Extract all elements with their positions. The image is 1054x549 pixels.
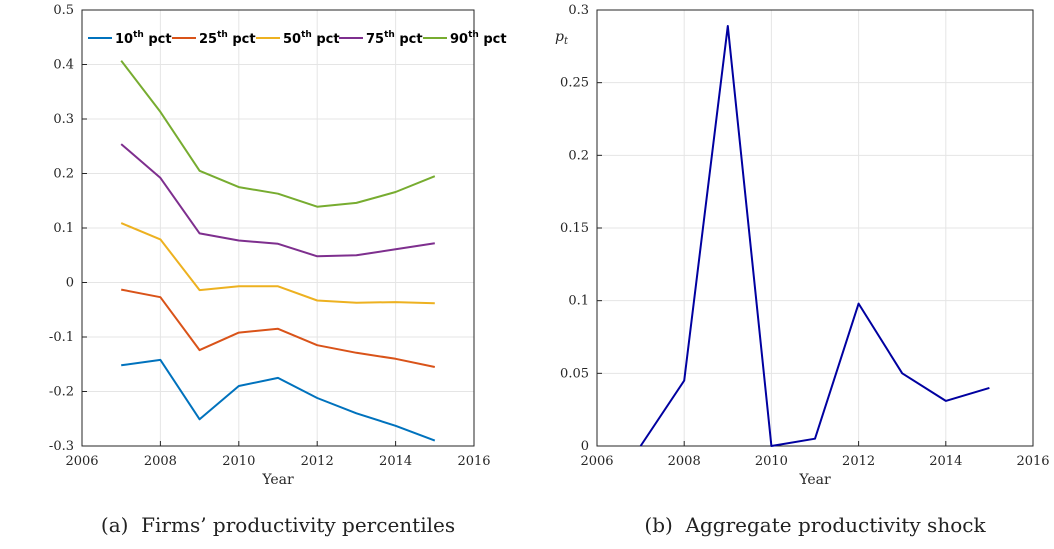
chart-a-caption: (a) Firms’ productivity percentiles: [101, 513, 455, 537]
x-tick-label: 2006: [580, 454, 613, 469]
y-tick-label: 0: [66, 276, 74, 291]
y-tick-label: 0.2: [53, 167, 74, 182]
chart-a-grid: [81, 9, 475, 447]
x-tick-label: 2012: [842, 454, 875, 469]
series-line-10th-pct: [121, 358, 436, 442]
x-tick-label: 2008: [668, 454, 701, 469]
legend-label: 25th pct: [199, 30, 256, 47]
chart-b-caption: (b) Aggregate productivity shock: [644, 513, 986, 537]
x-tick-label: 2016: [457, 454, 490, 469]
x-tick-label: 2014: [379, 454, 412, 469]
y-tick-label: 0: [581, 439, 589, 454]
legend-label: 90th pct: [450, 30, 507, 47]
y-tick-label: 0.1: [53, 221, 74, 236]
x-tick-label: 2016: [1016, 454, 1049, 469]
series-line-75th-pct: [120, 143, 435, 258]
y-tick-label: -0.1: [49, 330, 74, 345]
y-tick-label: 0.25: [560, 76, 589, 91]
legend-label: 10th pct: [115, 30, 172, 47]
y-tick-label: 0.05: [560, 366, 589, 381]
chart-b-grid: [596, 9, 1034, 447]
x-tick-label: 2010: [222, 454, 255, 469]
legend-label: 50th pct: [283, 30, 340, 47]
chart-b: 2006 2008 2010 2012 2014 2016 0.3 0.25 0.2 0.15 0.…: [555, 3, 1050, 537]
y-tick-label: 0.3: [568, 3, 589, 18]
series-line-1: [639, 25, 990, 447]
y-tick-label: 0.4: [53, 58, 74, 73]
series-line-25th-pct: [121, 288, 436, 368]
y-tick-label: 0.5: [53, 3, 74, 18]
chart-b-ticks: 2006 2008 2010 2012 2014 2016 0.3 0.25 0.2 0.15 0.…: [560, 3, 1050, 469]
series-line-50th-pct: [120, 222, 435, 305]
chart-b-lines: [639, 25, 990, 447]
chart-a-lines: [120, 60, 436, 442]
chart-a: 2006 2008 2010 2012 2014 2016 0.5 0.4 0.3 0.2 0.1 0…: [49, 3, 507, 537]
x-tick-label: 2012: [301, 454, 334, 469]
series-line-90th-pct: [120, 60, 436, 208]
chart-a-xlabel: Year: [261, 472, 294, 488]
chart-b-xlabel: Year: [798, 472, 831, 488]
x-tick-label: 2006: [65, 454, 98, 469]
y-tick-label: 0.1: [568, 294, 589, 309]
x-tick-label: 2008: [144, 454, 177, 469]
y-tick-label: 0.3: [53, 112, 74, 127]
y-tick-label: -0.2: [49, 385, 74, 400]
chart-a-legend: 10th pct 25th pct 50th pct 75th pct 90th pct: [88, 30, 507, 47]
y-tick-label: 0.2: [568, 148, 589, 163]
chart-b-ylabel: pt: [555, 29, 569, 47]
y-tick-label: 0.15: [560, 221, 589, 236]
y-tick-label: -0.3: [49, 439, 74, 454]
legend-label: 75th pct: [366, 30, 423, 47]
x-tick-label: 2014: [929, 454, 962, 469]
chart-a-ticks: 2006 2008 2010 2012 2014 2016 0.5 0.4 0.3 0.2 0.1 0…: [49, 3, 491, 469]
x-tick-label: 2010: [755, 454, 788, 469]
